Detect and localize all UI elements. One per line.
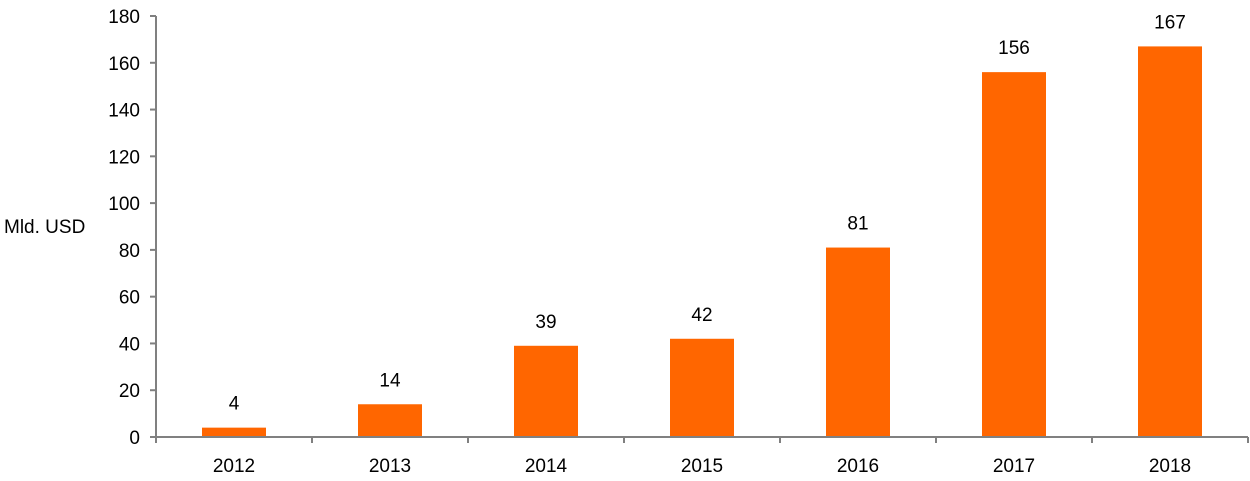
x-tick-label: 2013	[369, 456, 411, 477]
y-tick-label: 160	[108, 54, 140, 75]
data-labels: 4 14 39 42 81 156 167	[229, 12, 1186, 414]
bars	[202, 46, 1202, 438]
data-label-2014: 39	[535, 312, 556, 333]
x-tick-label: 2014	[525, 456, 568, 477]
y-tick-label: 120	[108, 147, 140, 168]
y-tick-label: 80	[119, 241, 140, 262]
y-tick-label: 180	[108, 7, 140, 28]
bar-2018	[1138, 46, 1202, 438]
data-label-2016: 81	[847, 214, 868, 235]
y-tick-label: 20	[119, 381, 140, 402]
x-tick-label: 2016	[837, 456, 879, 477]
data-label-2015: 42	[691, 305, 712, 326]
data-label-2013: 14	[379, 370, 401, 391]
x-tick-label: 2015	[681, 456, 723, 477]
bar-2016	[826, 247, 890, 437]
y-tick-label: 140	[108, 101, 140, 122]
x-tick-label: 2012	[213, 456, 255, 477]
y-tick-label: 100	[108, 194, 140, 215]
bar-2013	[358, 404, 422, 437]
y-tick-label: 60	[119, 288, 140, 309]
y-tick-label: 0	[129, 428, 140, 449]
data-label-2018: 167	[1154, 12, 1186, 33]
y-axis-label: Mld. USD	[4, 217, 85, 238]
data-label-2012: 4	[229, 394, 240, 415]
data-label-2017: 156	[998, 38, 1030, 59]
x-tick-label: 2017	[993, 456, 1035, 477]
y-axis: 0 20 40 60 80 100 120 140 160 180	[108, 7, 157, 449]
y-tick-label: 40	[119, 334, 140, 355]
bar-2017	[982, 72, 1046, 437]
bar-2012	[202, 427, 266, 437]
bar-2014	[514, 345, 578, 437]
bar-2015	[670, 338, 734, 437]
x-axis: 2012 2013 2014 2015 2016 2017 2018	[155, 436, 1249, 477]
x-tick-label: 2018	[1149, 456, 1191, 477]
